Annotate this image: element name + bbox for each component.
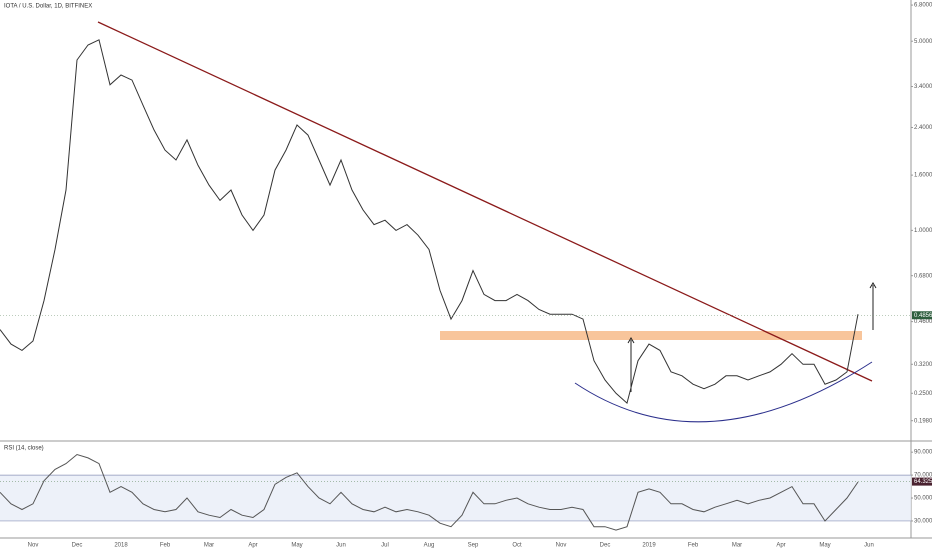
x-tick-label: Sep: [468, 543, 479, 549]
last-value-label: 0.4856: [914, 313, 932, 319]
rsi-title: RSI (14, close): [4, 446, 44, 452]
x-tick-label: Jun: [864, 543, 874, 549]
y-tick-label: 1.6000: [914, 173, 932, 179]
x-tick-label: Apr: [248, 543, 257, 549]
rsi-band: [0, 475, 911, 521]
last-value-label: 64.3258: [914, 479, 932, 485]
y-tick-label: 6.8000: [914, 3, 932, 9]
x-tick-label: Feb: [160, 543, 171, 549]
y-tick-label: 2.4000: [914, 125, 932, 131]
last-value-box: [912, 477, 932, 486]
x-tick-label: Nov: [556, 543, 567, 549]
y-tick-label: 0.3200: [914, 362, 932, 368]
x-tick-label: 2018: [114, 543, 128, 549]
x-tick-label: Dec: [600, 543, 611, 549]
x-tick-label: Feb: [688, 543, 699, 549]
x-tick-label: Mar: [732, 543, 742, 549]
series-line: [0, 453, 859, 531]
rounding-bottom-arc: [574, 361, 873, 423]
x-tick-label: May: [291, 543, 302, 549]
y-tick-label: 70.0000: [914, 473, 932, 479]
last-value-box: [912, 311, 932, 320]
y-tick-label: 30.0000: [914, 519, 932, 525]
y-tick-label: 50.0000: [914, 496, 932, 502]
series-line: [0, 39, 859, 405]
y-tick-label: 0.6800: [914, 273, 932, 279]
x-tick-label: May: [819, 543, 830, 549]
y-tick-label: 3.4000: [914, 84, 932, 90]
y-tick-label: 0.4600: [914, 319, 932, 325]
arrow-head: [627, 337, 635, 344]
x-tick-label: Jul: [381, 543, 389, 549]
trend-line: [97, 21, 873, 382]
x-tick-label: Jun: [336, 543, 346, 549]
chart-title: IOTA / U.S. Dollar, 1D, BITFINEX: [4, 4, 92, 10]
x-tick-label: Nov: [28, 543, 39, 549]
arrow-head: [869, 282, 877, 289]
y-tick-label: 90.0000: [914, 450, 932, 456]
x-tick-label: Mar: [204, 543, 214, 549]
y-tick-label: 0.1980: [914, 418, 932, 424]
x-tick-label: Apr: [776, 543, 785, 549]
support-zone: [440, 331, 862, 340]
x-tick-label: Dec: [72, 543, 83, 549]
y-tick-label: 0.2500: [914, 391, 932, 397]
x-tick-label: Aug: [424, 543, 435, 549]
y-tick-label: 1.0000: [914, 228, 932, 234]
x-tick-label: 2019: [642, 543, 656, 549]
y-tick-label: 5.0000: [914, 39, 932, 45]
x-tick-label: Oct: [512, 543, 522, 549]
